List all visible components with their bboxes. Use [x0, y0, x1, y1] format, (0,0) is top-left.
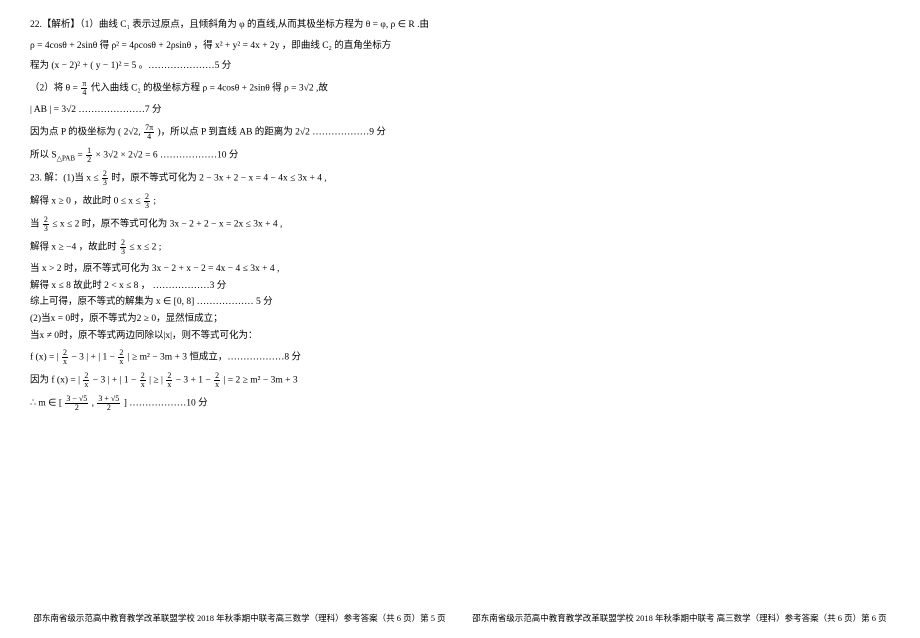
- text: 解得 x ≥ −4 ，故此时: [30, 243, 119, 253]
- p23-line3: 当 2 3 ≤ x ≤ 2 时，原不等式可化为 3x − 2 + 2 − x =…: [30, 216, 460, 233]
- denominator: x: [140, 381, 146, 389]
- fraction: 1 2: [86, 147, 92, 164]
- text: ≤ x ≤ 2 时，原不等式可化为 3x − 2 + 2 − x = 2x ≤ …: [52, 220, 282, 230]
- denominator: x: [83, 381, 89, 389]
- text: =: [77, 151, 85, 161]
- text: 因为点 P 的极坐标为 ( 2√2,: [30, 128, 143, 138]
- p23-line6: 解得 x ≤ 8 故此时 2 < x ≤ 8 ， ………………3 分: [30, 279, 460, 294]
- denominator: 3: [144, 202, 150, 210]
- text: | ≥ m² − 3m + 3 恒成立，………………8 分: [128, 353, 301, 363]
- denominator: 3: [102, 179, 108, 187]
- fraction: 3 + √5 2: [97, 395, 120, 412]
- denominator: 2: [97, 404, 120, 412]
- text: | = 2 ≥ m² − 3m + 3: [224, 376, 298, 386]
- p23-line10: f (x) = | 2 x − 3 | + | 1 − 2 x | ≥ m² −…: [30, 349, 460, 366]
- text: ;: [153, 197, 156, 207]
- fraction: 2 x: [118, 349, 124, 366]
- footer-left: 邵东南省级示范高中教育教学改革联盟学校 2018 年秋季期中联考高三数学（理科）…: [33, 612, 445, 624]
- page: 22.【解析】（1）曲线 C₁ 表示过原点，且倾斜角为 φ 的直线,从而其极坐标…: [0, 0, 920, 18]
- denominator: 2: [86, 156, 92, 164]
- p23-line8: (2)当x = 0时，原不等式为2 ≥ 0，显然恒成立；: [30, 312, 460, 327]
- text: − 3 + 1 −: [176, 376, 213, 386]
- fraction: 2 x: [83, 372, 89, 389]
- p23-line9: 当x ≠ 0时，原不等式两边同除以|x|，则不等式可化为：: [30, 329, 460, 344]
- p23-line12: ∴ m ∈ [ 3 − √5 2 , 3 + √5 2 ] ………………10 分: [30, 395, 460, 412]
- text: 代入曲线 C₂ 的极坐标方程 ρ = 4cosθ + 2sinθ 得 ρ = 3…: [91, 84, 328, 94]
- p23-line7: 综上可得，原不等式的解集为 x ∈ [0, 8] ……………… 5 分: [30, 295, 460, 310]
- text: − 3 | + | 1 −: [93, 376, 139, 386]
- text: × 3√2 × 2√2 = 6 ………………10 分: [96, 151, 239, 161]
- text: ∴ m ∈ [: [30, 399, 64, 409]
- p22-line6: 因为点 P 的极坐标为 ( 2√2, 7π 4 )，所以点 P 到直线 AB 的…: [30, 124, 460, 141]
- fraction: π 4: [81, 80, 87, 97]
- p22-line3: 程为 (x − 2)² + ( y − 1)² = 5 。…………………5 分: [30, 59, 460, 74]
- p22-line5: | AB | = 3√2 …………………7 分: [30, 103, 460, 118]
- text: （2）将 θ =: [30, 84, 80, 94]
- text: − 3 | + | 1 −: [71, 353, 117, 363]
- text: 23. 解：(1)当 x ≤: [30, 174, 101, 184]
- p22-line7: 所以 S△PAB = 1 2 × 3√2 × 2√2 = 6 ………………10 …: [30, 147, 460, 164]
- p23-line5: 当 x > 2 时，原不等式可化为 3x − 2 + x − 2 = 4x − …: [30, 262, 460, 277]
- text: ] ………………10 分: [124, 399, 208, 409]
- fraction: 2 x: [166, 372, 172, 389]
- text: ≤ x ≤ 2 ;: [129, 243, 161, 253]
- p23-line4: 解得 x ≥ −4 ，故此时 2 3 ≤ x ≤ 2 ;: [30, 239, 460, 256]
- fraction: 2 x: [62, 349, 68, 366]
- denominator: 2: [65, 404, 88, 412]
- text: 时，原不等式可化为 2 − 3x + 2 − x = 4 − 4x ≤ 3x +…: [111, 174, 327, 184]
- footer: 邵东南省级示范高中教育教学改革联盟学校 2018 年秋季期中联考高三数学（理科）…: [0, 612, 920, 624]
- denominator: x: [118, 358, 124, 366]
- denominator: x: [166, 381, 172, 389]
- fraction: 2 3: [144, 193, 150, 210]
- denominator: 3: [120, 248, 126, 256]
- denominator: 4: [81, 89, 87, 97]
- p23-line11: 因为 f (x) = | 2 x − 3 | + | 1 − 2 x | ≥ |…: [30, 372, 460, 389]
- denominator: 3: [43, 225, 49, 233]
- fraction: 2 3: [120, 239, 126, 256]
- p22-line4: （2）将 θ = π 4 代入曲线 C₂ 的极坐标方程 ρ = 4cosθ + …: [30, 80, 460, 97]
- fraction: 2 3: [102, 170, 108, 187]
- text: ,: [92, 399, 97, 409]
- text: | ≥ |: [149, 376, 165, 386]
- fraction: 7π 4: [144, 124, 154, 141]
- left-column: 22.【解析】（1）曲线 C₁ 表示过原点，且倾斜角为 φ 的直线,从而其极坐标…: [30, 18, 460, 414]
- p22-line1: 22.【解析】（1）曲线 C₁ 表示过原点，且倾斜角为 φ 的直线,从而其极坐标…: [30, 18, 460, 33]
- subscript: △PAB: [57, 154, 75, 162]
- fraction: 2 3: [43, 216, 49, 233]
- text: 因为 f (x) = |: [30, 376, 82, 386]
- text: 当: [30, 220, 42, 230]
- p23-line2: 解得 x ≥ 0 ，故此时 0 ≤ x ≤ 2 3 ;: [30, 193, 460, 210]
- footer-right: 邵东南省级示范高中教育教学改革联盟学校 2018 年秋季期中联考 高三数学（理科…: [472, 612, 886, 624]
- text: )，所以点 P 到直线 AB 的距离为 2√2 ………………9 分: [157, 128, 385, 138]
- footer-inner: 邵东南省级示范高中教育教学改革联盟学校 2018 年秋季期中联考高三数学（理科）…: [20, 612, 900, 624]
- denominator: x: [214, 381, 220, 389]
- fraction: 3 − √5 2: [65, 395, 88, 412]
- p22-line2: ρ = 4cosθ + 2sinθ 得 ρ² = 4ρcosθ + 2ρsinθ…: [30, 39, 460, 54]
- text: 所以 S: [30, 151, 57, 161]
- text: 解得 x ≥ 0 ，故此时 0 ≤ x ≤: [30, 197, 143, 207]
- fraction: 2 x: [140, 372, 146, 389]
- denominator: 4: [144, 133, 154, 141]
- fraction: 2 x: [214, 372, 220, 389]
- denominator: x: [62, 358, 68, 366]
- p23-line1: 23. 解：(1)当 x ≤ 2 3 时，原不等式可化为 2 − 3x + 2 …: [30, 170, 460, 187]
- text: f (x) = |: [30, 353, 61, 363]
